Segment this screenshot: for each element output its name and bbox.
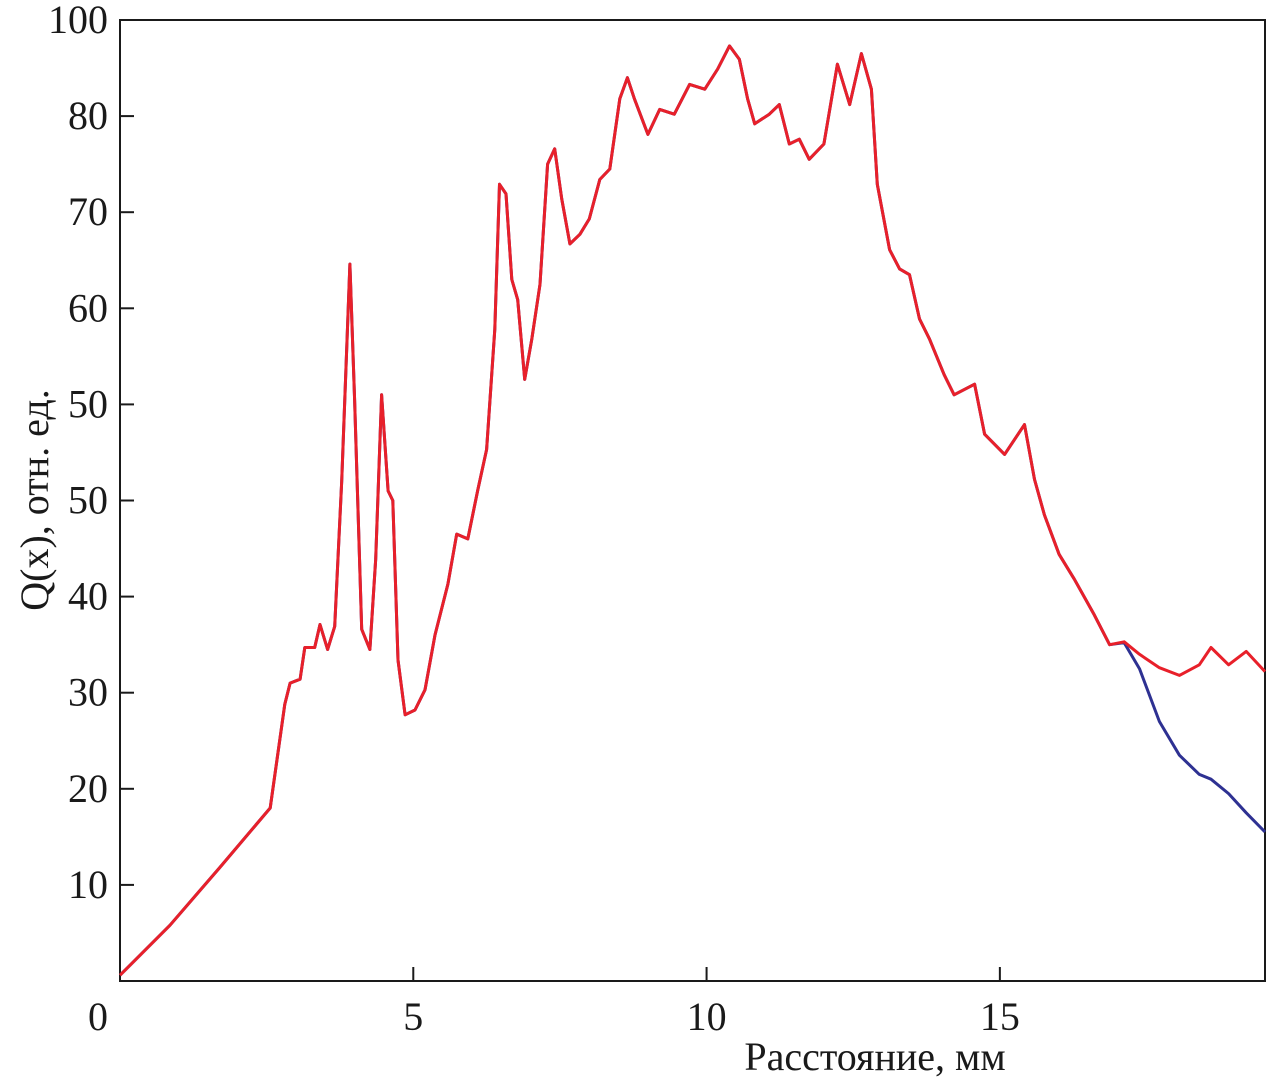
y-tick-label: 50 (68, 381, 108, 426)
x-tick-label: 15 (980, 994, 1020, 1039)
y-tick-label: 30 (68, 670, 108, 715)
y-axis-label: Q(x), отн. ед. (12, 389, 57, 610)
y-tick-label: 40 (68, 574, 108, 619)
y-tick-label: 60 (68, 285, 108, 330)
x-tick-label: 0 (88, 994, 108, 1039)
series-line (118, 44, 1266, 977)
x-tick-label: 5 (403, 994, 423, 1039)
y-tick-label: 80 (68, 93, 108, 138)
y-tick-label: 50 (68, 478, 108, 523)
x-tick-label: 10 (687, 994, 727, 1039)
y-tick-label: 20 (68, 766, 108, 811)
x-axis-label: Расстояние, мм (744, 1034, 1005, 1079)
series-line (118, 44, 1266, 977)
y-tick-label: 100 (48, 0, 108, 42)
y-tick-label: 10 (68, 862, 108, 907)
plot-frame (119, 19, 1266, 982)
y-tick-label: 70 (68, 189, 108, 234)
